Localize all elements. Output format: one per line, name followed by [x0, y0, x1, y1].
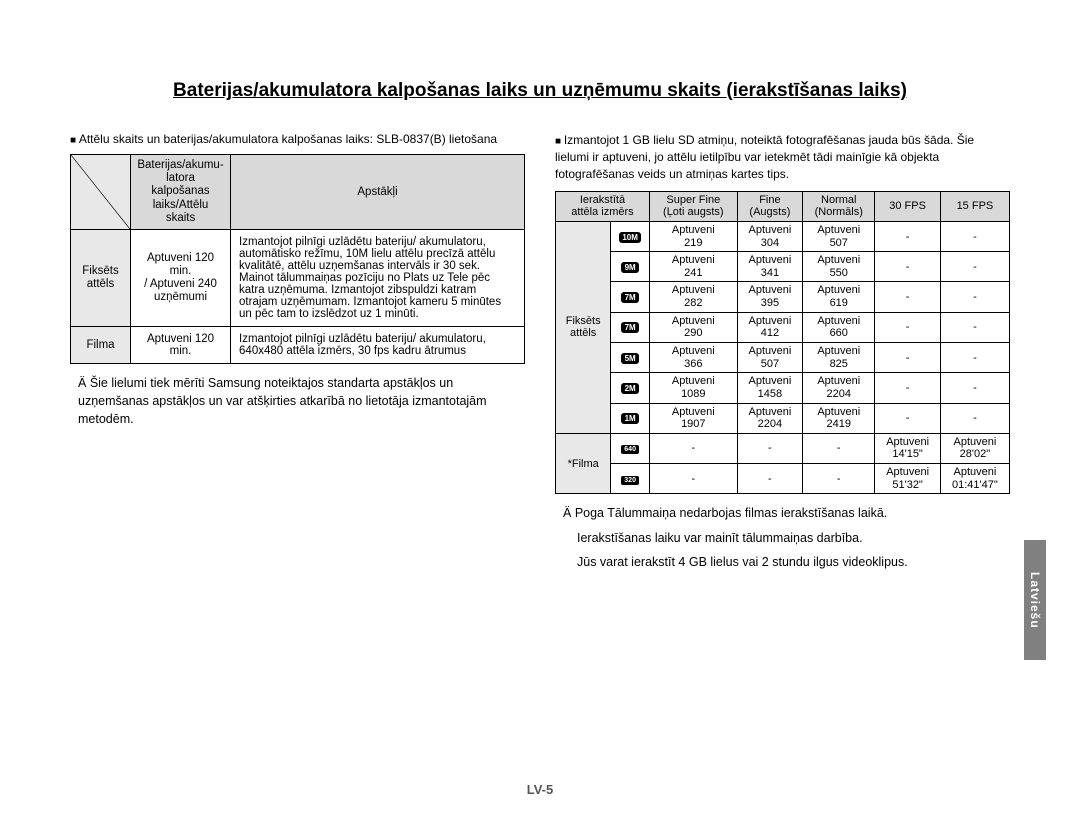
c-3-sf: Aptuveni 290: [649, 312, 737, 342]
c-5-a: -: [875, 373, 940, 403]
row-movie-mid: Aptuveni 120 min.: [131, 327, 231, 364]
c-1-f: Aptuveni 341: [737, 252, 802, 282]
c-8-n: -: [803, 464, 875, 494]
c-5-n: Aptuveni 2204: [803, 373, 875, 403]
right-note-2: Ierakstīšanas laiku var mainīt tālummaiņ…: [555, 529, 1010, 547]
icon-5: 2M: [611, 373, 650, 403]
h-sf: Super Fine (Ļoti augsts): [649, 191, 737, 221]
row-still-cond: Izmantojot pilnīgi uzlādētu bateriju/ ak…: [231, 230, 525, 327]
c-6-n: Aptuveni 2419: [803, 403, 875, 433]
c-2-f: Aptuveni 395: [737, 282, 802, 312]
c-6-a: -: [875, 403, 940, 433]
row-movie-cond: Izmantojot pilnīgi uzlādētu bateriju/ ak…: [231, 327, 525, 364]
icon-0: 10M: [611, 221, 650, 251]
c-2-sf: Aptuveni 282: [649, 282, 737, 312]
c-4-f: Aptuveni 507: [737, 343, 802, 373]
grp-still: Fiksēts attēls: [556, 221, 611, 433]
hdr-cond: Apstākļi: [231, 155, 525, 230]
page-title: Baterijas/akumulatora kalpošanas laiks u…: [70, 80, 1010, 102]
h-n: Normal (Normāls): [803, 191, 875, 221]
c-0-b: -: [940, 221, 1009, 251]
c-8-a: Aptuveni 51'32": [875, 464, 940, 494]
row-still-mid: Aptuveni 120 min. / Aptuveni 240 uzņēmum…: [131, 230, 231, 327]
hdr-life: Baterijas/akumu- latora kalpošanas laiks…: [131, 155, 231, 230]
c-5-sf: Aptuveni 1089: [649, 373, 737, 403]
right-note-1: Poga Tālummaiņa nedarbojas filmas ieraks…: [555, 504, 1010, 522]
c-5-b: -: [940, 373, 1009, 403]
left-column: Attēlu skaits un baterijas/akumulatora k…: [70, 132, 525, 571]
c-2-n: Aptuveni 619: [803, 282, 875, 312]
left-bullet: Attēlu skaits un baterijas/akumulatora k…: [70, 132, 525, 146]
c-3-n: Aptuveni 660: [803, 312, 875, 342]
c-0-n: Aptuveni 507: [803, 221, 875, 251]
icon-6: 1M: [611, 403, 650, 433]
c-1-n: Aptuveni 550: [803, 252, 875, 282]
capacity-table: Ierakstītā attēla izmērs Super Fine (Ļot…: [555, 191, 1010, 495]
language-tab: Latviešu: [1024, 540, 1046, 660]
c-1-a: -: [875, 252, 940, 282]
c-4-n: Aptuveni 825: [803, 343, 875, 373]
c-8-b: Aptuveni 01:41'47": [940, 464, 1009, 494]
battery-table: Baterijas/akumu- latora kalpošanas laiks…: [70, 154, 525, 364]
c-1-b: -: [940, 252, 1009, 282]
c-5-f: Aptuveni 1458: [737, 373, 802, 403]
icon-4: 5M: [611, 343, 650, 373]
c-3-b: -: [940, 312, 1009, 342]
c-4-sf: Aptuveni 366: [649, 343, 737, 373]
row-still-label: Fiksēts attēls: [71, 230, 131, 327]
h-30: 30 FPS: [875, 191, 940, 221]
c-2-b: -: [940, 282, 1009, 312]
c-2-a: -: [875, 282, 940, 312]
c-6-b: -: [940, 403, 1009, 433]
icon-8: 320: [611, 464, 650, 494]
c-7-a: Aptuveni 14'15": [875, 433, 940, 463]
h-rec: Ierakstītā attēla izmērs: [556, 191, 650, 221]
c-7-f: -: [737, 433, 802, 463]
icon-2: 7M: [611, 282, 650, 312]
c-0-a: -: [875, 221, 940, 251]
page-number: LV-5: [0, 782, 1080, 797]
c-6-f: Aptuveni 2204: [737, 403, 802, 433]
c-3-f: Aptuveni 412: [737, 312, 802, 342]
left-note: Šie lielumi tiek mērīti Samsung noteikta…: [70, 374, 525, 428]
c-6-sf: Aptuveni 1907: [649, 403, 737, 433]
c-0-sf: Aptuveni 219: [649, 221, 737, 251]
row-movie-label: Filma: [71, 327, 131, 364]
grp-movie: *Filma: [556, 433, 611, 494]
right-note-3: Jūs varat ierakstīt 4 GB lielus vai 2 st…: [555, 553, 1010, 571]
icon-1: 9M: [611, 252, 650, 282]
c-4-b: -: [940, 343, 1009, 373]
c-3-a: -: [875, 312, 940, 342]
c-0-f: Aptuveni 304: [737, 221, 802, 251]
c-7-b: Aptuveni 28'02": [940, 433, 1009, 463]
c-7-sf: -: [649, 433, 737, 463]
icon-3: 7M: [611, 312, 650, 342]
right-column: Izmantojot 1 GB lielu SD atmiņu, noteikt…: [555, 132, 1010, 571]
c-8-f: -: [737, 464, 802, 494]
h-15: 15 FPS: [940, 191, 1009, 221]
icon-7: 640: [611, 433, 650, 463]
c-8-sf: -: [649, 464, 737, 494]
c-1-sf: Aptuveni 241: [649, 252, 737, 282]
c-7-n: -: [803, 433, 875, 463]
diag-cell: [71, 155, 131, 230]
right-bullet: Izmantojot 1 GB lielu SD atmiņu, noteikt…: [555, 132, 1010, 183]
c-4-a: -: [875, 343, 940, 373]
h-f: Fine (Augsts): [737, 191, 802, 221]
